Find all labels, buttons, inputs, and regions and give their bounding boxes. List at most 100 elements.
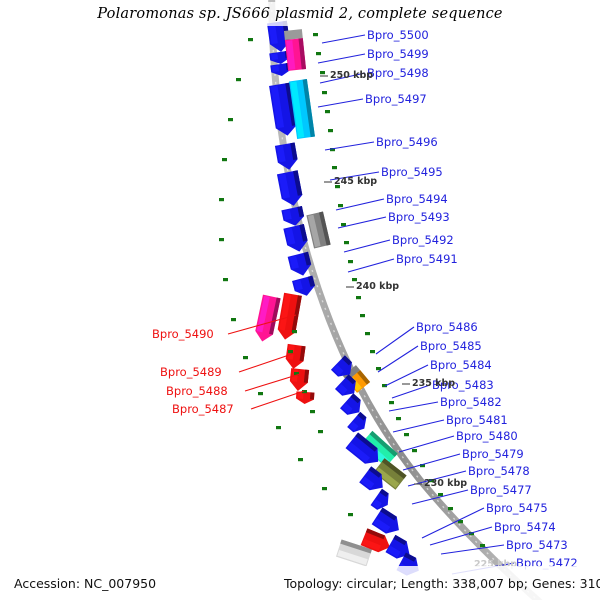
status-bar: Accession: NC_007950 Topology: circular;… [0, 566, 600, 600]
leader-line-Bpro_5477 [411, 489, 469, 505]
leader-line-Bpro_5490 [227, 314, 297, 335]
leader-line-Bpro_5475 [421, 507, 485, 539]
gene-label-Bpro_5500[interactable]: Bpro_5500 [367, 28, 429, 42]
gene-label-Bpro_5488[interactable]: Bpro_5488 [166, 384, 228, 398]
leader-line-Bpro_5499 [317, 53, 366, 64]
gene-label-Bpro_5482[interactable]: Bpro_5482 [440, 395, 502, 409]
scale-label-250-kbp: 250 kbp [330, 70, 374, 81]
gene-label-Bpro_5499[interactable]: Bpro_5499 [367, 47, 429, 61]
leader-line-Bpro_5486 [375, 326, 415, 355]
scale-tick-37 [223, 278, 228, 282]
scale-tick-35 [219, 198, 224, 202]
gene-label-Bpro_5494[interactable]: Bpro_5494 [386, 192, 448, 206]
leader-line-Bpro_5500 [321, 34, 366, 44]
scale-tick-32 [236, 78, 241, 82]
scale-tick-20 [389, 401, 394, 405]
title-backdrop [118, 2, 490, 26]
gene-arrow-blue-lower-8 [385, 534, 410, 559]
gene-label-Bpro_5478[interactable]: Bpro_5478 [468, 464, 530, 478]
gene-magenta-block [283, 29, 307, 71]
gene-label-Bpro_5496[interactable]: Bpro_5496 [376, 135, 438, 149]
gene-label-Bpro_5495[interactable]: Bpro_5495 [381, 165, 443, 179]
scale-tick-12 [348, 260, 353, 264]
gene-label-Bpro_5497[interactable]: Bpro_5497 [365, 92, 427, 106]
gene-label-Bpro_5485[interactable]: Bpro_5485 [420, 339, 482, 353]
gene-olive-block [373, 458, 407, 490]
scale-tick-15 [360, 314, 365, 318]
scale-label-240-kbp: 240 kbp [356, 281, 400, 292]
gene-label-Bpro_5483[interactable]: Bpro_5483 [432, 378, 494, 392]
scale-tick-39 [243, 356, 248, 360]
gene-arrow-blue-lower-4 [345, 432, 379, 464]
scale-tick-22 [404, 433, 409, 437]
green-tick-marks [219, 33, 485, 548]
gene-label-Bpro_5473[interactable]: Bpro_5473 [506, 538, 568, 552]
gene-label-Bpro_5475[interactable]: Bpro_5475 [486, 501, 548, 515]
scale-tick-30 [480, 544, 485, 548]
gene-label-Bpro_5480[interactable]: Bpro_5480 [456, 429, 518, 443]
outer-gene-blocks [255, 29, 407, 567]
scale-tick-16 [365, 332, 370, 336]
leader-line-Bpro_5496 [324, 141, 375, 151]
scale-tick-41 [276, 426, 281, 430]
leader-line-Bpro_5494 [335, 198, 385, 211]
gene-label-Bpro_5484[interactable]: Bpro_5484 [430, 358, 492, 372]
gene-arrow-blue-4 [274, 142, 298, 170]
scale-tick-21 [396, 417, 401, 421]
scale-tick-34 [222, 158, 227, 162]
gene-arrow-blue-7 [283, 223, 308, 252]
scale-tick-26 [438, 493, 443, 497]
scale-tick-9 [338, 204, 343, 208]
gene-label-Bpro_5481[interactable]: Bpro_5481 [446, 413, 508, 427]
gene-magenta-arrow [255, 294, 281, 342]
gene-label-Bpro_5487[interactable]: Bpro_5487 [172, 402, 234, 416]
scale-tick-25 [429, 479, 434, 483]
gene-label-Bpro_5479[interactable]: Bpro_5479 [462, 447, 524, 461]
leader-line-Bpro_5488 [244, 373, 301, 392]
scale-tick-5 [328, 129, 333, 133]
gene-label-Bpro_5486[interactable]: Bpro_5486 [416, 320, 478, 334]
gene-arrow-blue-lower-1 [334, 374, 356, 396]
page-title: Polaromonas sp. JS666 plasmid 2, complet… [97, 6, 503, 22]
gene-arrow-blue-3 [269, 82, 297, 136]
scale-tick-29 [469, 532, 474, 536]
gene-red-arrow-3 [289, 368, 310, 391]
gene-gray-block [306, 211, 331, 249]
gene-label-Bpro_5498[interactable]: Bpro_5498 [367, 66, 429, 80]
scale-tick-19 [382, 384, 387, 388]
gene-label-Bpro_5490[interactable]: Bpro_5490 [152, 327, 214, 341]
scale-tick-28 [458, 520, 463, 524]
gene-label-Bpro_5492[interactable]: Bpro_5492 [392, 233, 454, 247]
gene-label-Bpro_5489[interactable]: Bpro_5489 [160, 365, 222, 379]
scale-tick-49 [310, 410, 315, 414]
accession-text: Accession: NC_007950 [14, 576, 157, 591]
leader-line-Bpro_5484 [384, 364, 429, 387]
scale-tick-0 [313, 33, 318, 37]
scale-tick-50 [318, 430, 323, 434]
gene-red-arrow-5 [360, 528, 390, 553]
gene-label-Bpro_5477[interactable]: Bpro_5477 [470, 483, 532, 497]
scale-tick-10 [341, 223, 346, 227]
scale-tick-13 [352, 278, 357, 282]
leader-line-Bpro_5481 [392, 419, 445, 433]
summary-text: Topology: circular; Length: 338,007 bp; … [284, 576, 600, 591]
scale-label-245-kbp: 245 kbp [334, 176, 378, 187]
scale-tick-44 [348, 513, 353, 517]
gene-label-Bpro_5491[interactable]: Bpro_5491 [396, 252, 458, 266]
leader-line-Bpro_5483 [391, 384, 431, 399]
leader-line-Bpro_5479 [402, 453, 461, 471]
gene-cyan-block [289, 79, 315, 139]
scale-tick-33 [228, 118, 233, 122]
scale-tick-46 [288, 350, 293, 354]
leader-line-Bpro_5489 [238, 352, 296, 373]
inner-gene-arrows [267, 20, 316, 296]
gene-label-Bpro_5474[interactable]: Bpro_5474 [494, 520, 556, 534]
gene-red-arrow-2 [285, 343, 306, 369]
scale-tick-27 [448, 507, 453, 511]
leader-line-Bpro_5498 [319, 72, 366, 84]
leader-line-Bpro_5487 [250, 390, 305, 410]
gene-label-Bpro_5493[interactable]: Bpro_5493 [388, 210, 450, 224]
scale-tick-48 [302, 390, 307, 394]
